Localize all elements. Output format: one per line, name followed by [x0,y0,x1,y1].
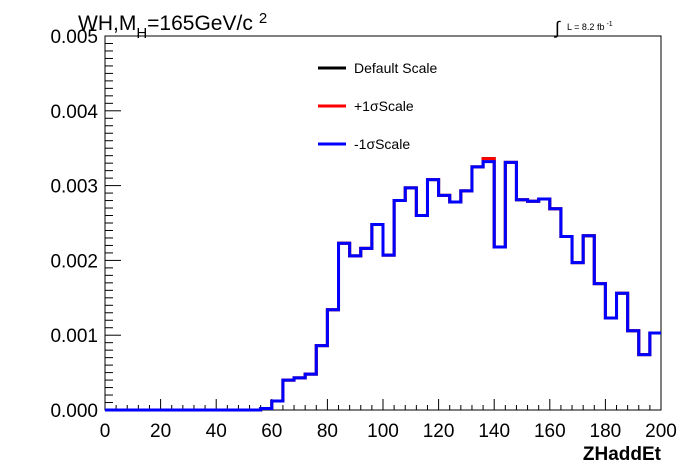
x-tick-label: 80 [317,421,338,442]
legend-label: Default Scale [354,60,437,76]
lumi-superscript: -1 [606,21,612,28]
axis-ticks: 0 20 40 60 80 100 120 140 160 180 200 0.000 0.001 0.0… [50,27,676,442]
x-tick-label: 140 [478,421,510,442]
chart-title-subscript: H [136,25,147,42]
series-line-2 [105,160,661,412]
x-tick-label: 40 [206,421,227,442]
series-layer [105,157,661,412]
y-tick-label: 0.001 [50,326,98,347]
lumi-text: L = 8.2 fb [567,22,604,32]
x-tick-label: 120 [423,421,455,442]
y-tick-label: 0.005 [50,27,98,48]
x-tick-label: 200 [645,421,677,442]
x-tick-label: 100 [367,421,399,442]
chart-title: WH,MH=165GeV/c 2 [78,10,267,42]
lumi-integral-sign: ∫ [553,18,561,38]
chart-title-superscript: 2 [259,10,267,27]
x-axis-title: ZHaddEt [583,444,662,465]
legend: Default Scale +1σScale -1σScale [318,60,437,152]
x-tick-label: 0 [100,421,111,442]
x-tick-label: 180 [590,421,622,442]
legend-label: +1σScale [354,98,414,114]
y-tick-label: 0.000 [50,401,98,422]
chart-title-main: WH,M [78,12,136,35]
legend-label: -1σScale [354,136,410,152]
x-tick-label: 160 [534,421,566,442]
y-tick-label: 0.003 [50,177,98,198]
y-tick-label: 0.004 [50,102,98,123]
chart-title-rest: =165GeV/c [147,12,253,35]
x-tick-label: 20 [150,421,171,442]
x-tick-label: 60 [261,421,282,442]
lumi-label: L = 8.2 fb -1 [567,21,613,32]
y-tick-label: 0.002 [50,251,98,272]
